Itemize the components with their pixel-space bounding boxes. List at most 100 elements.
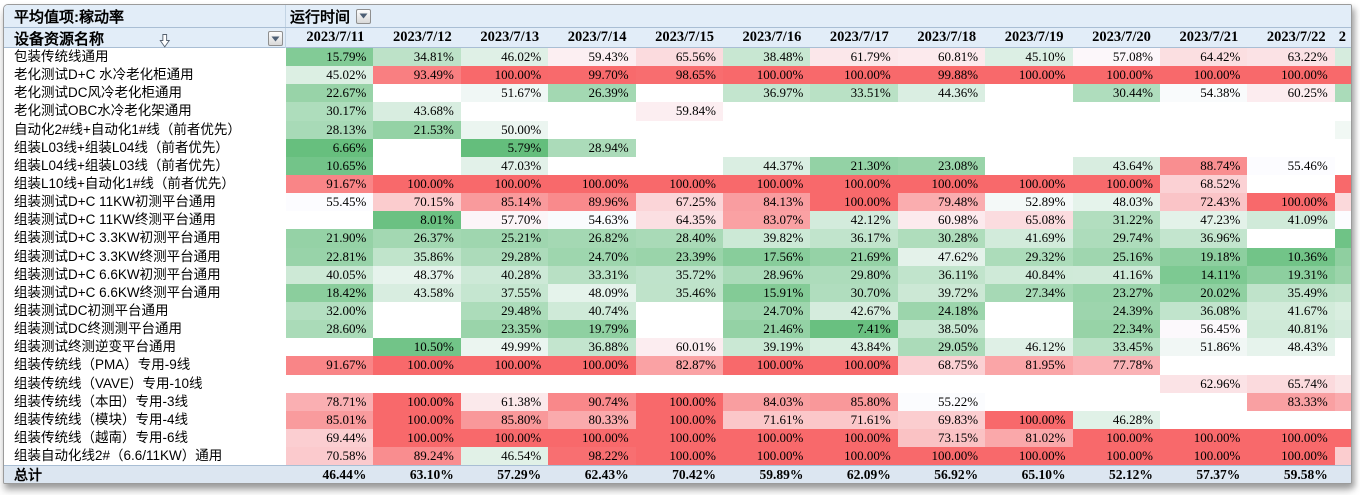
value-cell[interactable]: 30.44% <box>1072 84 1160 103</box>
value-cell[interactable]: 82.87% <box>635 356 723 375</box>
value-cell[interactable] <box>1073 121 1160 139</box>
value-cell[interactable]: 71.61% <box>722 410 811 429</box>
value-cell[interactable] <box>985 102 1072 120</box>
value-cell[interactable] <box>985 320 1072 338</box>
value-cell[interactable]: 64.35% <box>635 211 723 230</box>
value-cell[interactable]: 84.03% <box>722 392 811 411</box>
value-cell[interactable]: 99.88% <box>897 66 986 85</box>
value-cell[interactable]: 100.00% <box>1159 66 1248 85</box>
value-cell[interactable]: 36.97% <box>722 84 811 103</box>
row-label-cell[interactable]: 组装测试D+C 3.3KW终测平台通用 <box>4 247 286 266</box>
value-cell[interactable]: 28.13% <box>286 120 374 139</box>
value-cell[interactable]: 65.56% <box>635 48 723 67</box>
value-cell[interactable] <box>548 157 635 175</box>
value-cell[interactable]: 21.69% <box>810 247 898 266</box>
value-cell[interactable] <box>723 375 810 393</box>
value-cell[interactable]: 100.00% <box>722 356 811 375</box>
value-cell[interactable]: 100.00% <box>1072 66 1160 85</box>
value-cell[interactable]: 100.00% <box>548 356 636 375</box>
value-cell[interactable]: 85.80% <box>810 392 898 411</box>
value-cell[interactable]: 35.86% <box>373 247 461 266</box>
value-cell[interactable]: 61.79% <box>810 48 898 67</box>
value-cell[interactable]: 42.67% <box>810 301 898 321</box>
row-label-cell[interactable]: 组装测试D+C 11KW初测平台通用 <box>4 193 286 212</box>
value-cell[interactable]: 46.12% <box>985 338 1073 357</box>
report-filter-cell[interactable]: 运行时间 <box>286 5 1335 27</box>
value-cell[interactable] <box>723 121 810 139</box>
row-label-cell[interactable]: 组装传统线（PMA）专用-9线 <box>4 356 286 375</box>
value-cell[interactable]: 100.00% <box>722 66 811 85</box>
value-cell[interactable]: 88.74% <box>1159 156 1248 175</box>
value-cell[interactable]: 68.75% <box>897 356 986 375</box>
value-cell[interactable]: 20.02% <box>1159 283 1248 302</box>
value-cell[interactable]: 100.00% <box>810 447 898 466</box>
value-cell[interactable]: 100.00% <box>722 428 811 448</box>
value-cell[interactable]: 24.39% <box>1072 301 1160 321</box>
value-cell[interactable]: 60.81% <box>897 48 986 67</box>
value-cell[interactable]: 93.49% <box>373 66 461 85</box>
value-cell[interactable]: 8.01% <box>373 211 461 230</box>
value-cell[interactable]: 36.11% <box>897 265 986 284</box>
value-cell[interactable]: 39.72% <box>897 283 986 302</box>
value-cell[interactable]: 100.00% <box>1159 428 1248 448</box>
value-cell[interactable]: 100.00% <box>460 66 549 85</box>
value-cell[interactable] <box>898 139 985 157</box>
column-header-date[interactable]: 2023/7/21 <box>1179 29 1239 45</box>
value-cell-truncated[interactable] <box>1334 174 1351 194</box>
value-cell[interactable]: 38.48% <box>722 48 811 67</box>
value-cell[interactable]: 100.00% <box>373 356 461 375</box>
value-cell[interactable] <box>636 139 723 157</box>
value-cell[interactable]: 100.00% <box>985 66 1073 85</box>
value-cell-truncated[interactable] <box>1335 338 1351 356</box>
value-cell-truncated[interactable] <box>1334 120 1351 139</box>
row-label-cell[interactable]: 老化测试D+C 水冷老化柜通用 <box>4 66 286 85</box>
value-cell[interactable]: 7.41% <box>810 320 898 339</box>
column-header-truncated[interactable]: 2 <box>1338 29 1346 45</box>
value-cell[interactable]: 24.18% <box>897 301 986 321</box>
value-cell[interactable]: 39.19% <box>722 338 811 357</box>
value-cell[interactable]: 69.83% <box>897 410 986 429</box>
value-cell[interactable]: 100.00% <box>722 174 811 194</box>
value-cell[interactable]: 100.00% <box>1072 174 1160 194</box>
value-cell[interactable]: 69.44% <box>286 428 374 448</box>
value-cell[interactable] <box>373 84 460 102</box>
grand-total-cell[interactable]: 52.12% <box>1109 467 1153 483</box>
grand-total-cell-truncated[interactable] <box>1335 466 1351 483</box>
value-cell-truncated[interactable] <box>1334 48 1351 67</box>
value-cell[interactable] <box>548 375 635 393</box>
value-cell[interactable]: 100.00% <box>810 174 898 194</box>
value-cell-truncated[interactable] <box>1335 356 1351 374</box>
value-cell[interactable]: 59.43% <box>548 48 636 67</box>
value-cell[interactable]: 100.00% <box>548 428 636 448</box>
row-field-header-cell[interactable]: 设备资源名称 <box>4 28 286 49</box>
value-cell[interactable] <box>373 302 460 320</box>
value-cell[interactable]: 24.70% <box>548 247 636 266</box>
value-cell[interactable] <box>985 375 1072 393</box>
value-cell[interactable]: 28.94% <box>548 138 636 157</box>
value-cell[interactable] <box>1247 175 1334 193</box>
value-cell[interactable]: 100.00% <box>460 174 549 194</box>
row-label-cell[interactable]: 组装L04线+组装L03线（前者优先） <box>4 156 286 175</box>
row-label-cell[interactable]: 组装自动化线2#（6.6/11KW）通用 <box>4 447 286 466</box>
column-header-date[interactable]: 2023/7/13 <box>480 29 540 45</box>
value-cell[interactable] <box>1247 356 1334 374</box>
value-cell[interactable]: 55.46% <box>1247 156 1335 175</box>
value-cell[interactable] <box>985 84 1072 102</box>
value-cell[interactable]: 100.00% <box>1247 447 1335 466</box>
value-cell[interactable]: 54.63% <box>548 211 636 230</box>
column-header-date[interactable]: 2023/7/14 <box>567 29 627 45</box>
value-cell[interactable]: 47.23% <box>1159 211 1248 230</box>
value-cell[interactable]: 57.08% <box>1072 48 1160 67</box>
value-cell[interactable]: 37.55% <box>460 283 549 302</box>
value-cell[interactable]: 49.99% <box>460 338 549 357</box>
value-cell[interactable]: 100.00% <box>897 174 986 194</box>
value-cell[interactable]: 77.78% <box>1072 356 1160 375</box>
value-cell[interactable]: 100.00% <box>985 174 1073 194</box>
value-cell[interactable]: 83.07% <box>722 211 811 230</box>
value-cell[interactable]: 15.79% <box>286 48 374 67</box>
value-cell[interactable]: 25.16% <box>1072 247 1160 266</box>
value-cell[interactable]: 39.82% <box>722 229 811 248</box>
value-cell[interactable]: 71.61% <box>810 410 898 429</box>
column-header-date[interactable]: 2023/7/18 <box>917 29 977 45</box>
value-cell[interactable]: 60.25% <box>1247 84 1335 103</box>
